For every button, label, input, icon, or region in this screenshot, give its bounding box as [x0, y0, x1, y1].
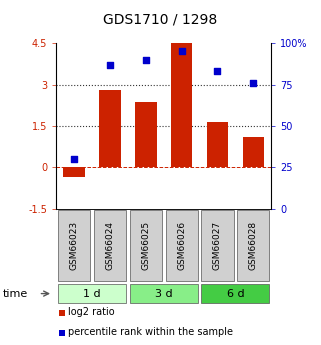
Bar — [135, 102, 157, 167]
Point — [215, 69, 220, 74]
Text: GSM66024: GSM66024 — [105, 221, 115, 270]
Bar — [201, 210, 234, 282]
Point — [143, 57, 148, 62]
Text: 6 d: 6 d — [227, 289, 244, 298]
Text: log2 ratio: log2 ratio — [68, 307, 115, 317]
Text: GSM66025: GSM66025 — [141, 221, 150, 270]
Bar — [207, 122, 228, 167]
Point — [179, 49, 184, 54]
Point — [107, 62, 112, 67]
Bar — [94, 210, 126, 282]
Bar — [58, 284, 126, 303]
Text: GSM66026: GSM66026 — [177, 221, 186, 270]
Bar — [201, 284, 269, 303]
Text: 1 d: 1 d — [83, 289, 101, 298]
Bar — [130, 284, 198, 303]
Bar — [237, 210, 269, 282]
Bar — [243, 137, 264, 167]
Point — [72, 156, 77, 162]
Bar — [63, 167, 85, 177]
Text: GSM66028: GSM66028 — [249, 221, 258, 270]
Bar — [99, 90, 121, 167]
Text: GDS1710 / 1298: GDS1710 / 1298 — [103, 12, 218, 26]
Text: GSM66027: GSM66027 — [213, 221, 222, 270]
Bar — [58, 210, 90, 282]
Text: time: time — [3, 289, 29, 298]
Text: GSM66023: GSM66023 — [70, 221, 79, 270]
Bar — [166, 210, 198, 282]
Point — [251, 80, 256, 86]
Bar — [130, 210, 162, 282]
Bar — [171, 43, 192, 167]
Text: 3 d: 3 d — [155, 289, 172, 298]
Text: percentile rank within the sample: percentile rank within the sample — [68, 327, 233, 337]
